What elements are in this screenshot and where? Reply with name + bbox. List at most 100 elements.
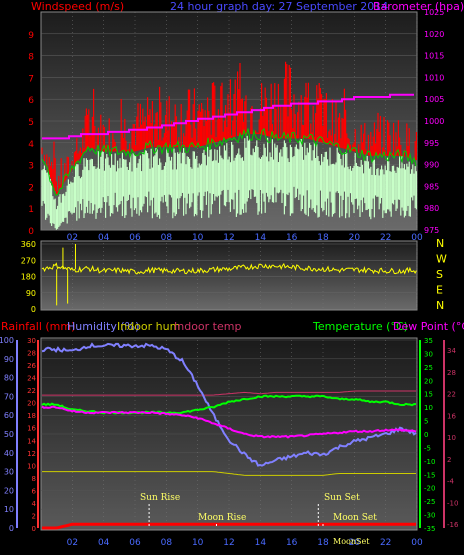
wind-hour-label: 10: [192, 233, 204, 243]
wind-hour-label: 16: [286, 233, 298, 243]
temp-hour-label: 00: [411, 538, 423, 548]
rain-tick-label: 18: [27, 412, 36, 420]
wind-hour-label: 12: [223, 233, 234, 243]
moon-set-small-label: MoonSet: [333, 537, 370, 546]
temperature-tick-label: -20: [424, 485, 435, 493]
temp-hour-label: 20: [349, 538, 361, 548]
temperature-tick-label: 5: [424, 418, 428, 426]
moon-set-label: Moon Set: [333, 513, 377, 523]
temperature-tick-label: -25: [424, 498, 435, 506]
baro-tick-label: 1000: [424, 117, 444, 126]
direction-tick-label: 0: [31, 305, 36, 314]
temperature-tick-label: 20: [424, 377, 433, 385]
temperature-line: [41, 394, 416, 415]
rain-tick-label: 30: [27, 337, 36, 345]
baro-tick-label: 990: [424, 161, 439, 170]
wind-ticks: 0123456789975980985990995100010051010101…: [28, 8, 444, 243]
temperature-tick-label: -15: [424, 471, 435, 479]
humidity-label: Humidity (%): [67, 320, 139, 333]
wind-series: [41, 61, 417, 230]
baro-tick-label: 980: [424, 204, 439, 213]
wind-tick-label: 0: [28, 227, 34, 237]
direction-grid: [41, 243, 418, 310]
wind-hour-label: 18: [317, 233, 329, 243]
humidity-tick-label: 80: [4, 374, 14, 383]
direction-tick-label: 90: [26, 289, 36, 298]
sun-set-label: Sun Set: [324, 493, 360, 503]
indoor-hum-line: [42, 471, 416, 476]
dew-point-line: [41, 405, 417, 439]
temperature-tick-label: -5: [424, 444, 431, 452]
temperature-tick-label: 30: [424, 350, 433, 358]
humidity-tick-label: 60: [4, 411, 14, 420]
wind-hour-label: 02: [67, 233, 78, 243]
wind-tick-label: 9: [28, 31, 34, 41]
wind-hour-label: 04: [98, 233, 110, 243]
indoor-tick-label: 2: [447, 456, 451, 464]
wind-hour-label: 14: [255, 233, 267, 243]
rain-tick-label: 14: [27, 437, 36, 445]
indoor-hum-label: Indoor hum: [117, 320, 180, 333]
baro-tick-label: 1005: [424, 95, 444, 104]
temperature-tick-label: -10: [424, 458, 435, 466]
temperature-tick-label: -35: [424, 525, 435, 533]
indoor-temp-label: Indoor temp: [174, 320, 241, 333]
wind-tick-label: 7: [28, 74, 34, 84]
direction-line: [41, 262, 417, 275]
rain-tick-label: 10: [27, 462, 36, 470]
rain-tick-label: 28: [27, 350, 36, 358]
wind-tick-label: 4: [28, 140, 34, 150]
sun-rise-label: Sun Rise: [140, 493, 180, 503]
rain-tick-label: 22: [27, 387, 36, 395]
temp-hour-label: 10: [192, 538, 204, 548]
moon-rise-label: Moon Rise: [198, 513, 246, 523]
indoor-tick-label: 28: [447, 369, 456, 377]
rain-tick-label: 24: [27, 375, 36, 383]
rainfall-label: Rainfall (mm): [1, 320, 75, 333]
compass-label: E: [436, 284, 443, 297]
wind-hour-label: 20: [349, 233, 361, 243]
temp-hour-label: 12: [223, 538, 234, 548]
direction-tick-label: 180: [21, 273, 36, 282]
baro-tick-label: 975: [424, 226, 439, 235]
wind-hour-label: 08: [161, 233, 173, 243]
wind-hour-label: 22: [380, 233, 391, 243]
temperature-tick-label: 15: [424, 391, 433, 399]
rain-tick-label: 20: [27, 400, 36, 408]
baro-tick-label: 1020: [424, 30, 444, 39]
rainfall-line: [42, 522, 416, 530]
temp-hour-label: 02: [67, 538, 78, 548]
humidity-tick-label: 70: [4, 392, 14, 401]
rain-tick-label: 12: [27, 450, 36, 458]
rain-tick-label: 0: [32, 525, 36, 533]
baro-tick-label: 1015: [424, 52, 444, 61]
temp-hour-label: 14: [255, 538, 267, 548]
baro-tick-label: 995: [424, 139, 439, 148]
temp-hour-label: 22: [380, 538, 391, 548]
dew-point-label: Dew Point (°C): [393, 320, 464, 333]
rain-tick-label: 6: [32, 487, 37, 495]
baro-tick-label: 1010: [424, 73, 444, 82]
indoor-tick-label: 22: [447, 391, 456, 399]
humidity-tick-label: 0: [9, 524, 14, 533]
humidity-tick-label: 20: [4, 486, 14, 495]
compass-label: N: [436, 299, 444, 312]
temp-hour-label: 08: [161, 538, 173, 548]
wind-tick-label: 8: [28, 53, 34, 63]
indoor-tick-label: 16: [447, 412, 456, 420]
indoor-tick-label: -10: [447, 499, 458, 507]
temp-hour-label: 04: [98, 538, 110, 548]
wind-tick-label: 5: [28, 118, 34, 128]
temperature-tick-label: 25: [424, 364, 433, 372]
compass-label: W: [436, 253, 447, 266]
baro-tick-label: 985: [424, 182, 439, 191]
indoor-tick-label: 10: [447, 434, 456, 442]
humidity-tick-label: 30: [4, 468, 14, 477]
barometer-label: Barometer (hpa): [373, 0, 464, 13]
temperature-tick-label: 10: [424, 404, 433, 412]
humidity-tick-label: 40: [4, 449, 14, 458]
humidity-tick-label: 90: [4, 355, 14, 364]
rain-tick-label: 4: [32, 500, 37, 508]
windspeed-label: Windspeed (m/s): [31, 0, 124, 13]
